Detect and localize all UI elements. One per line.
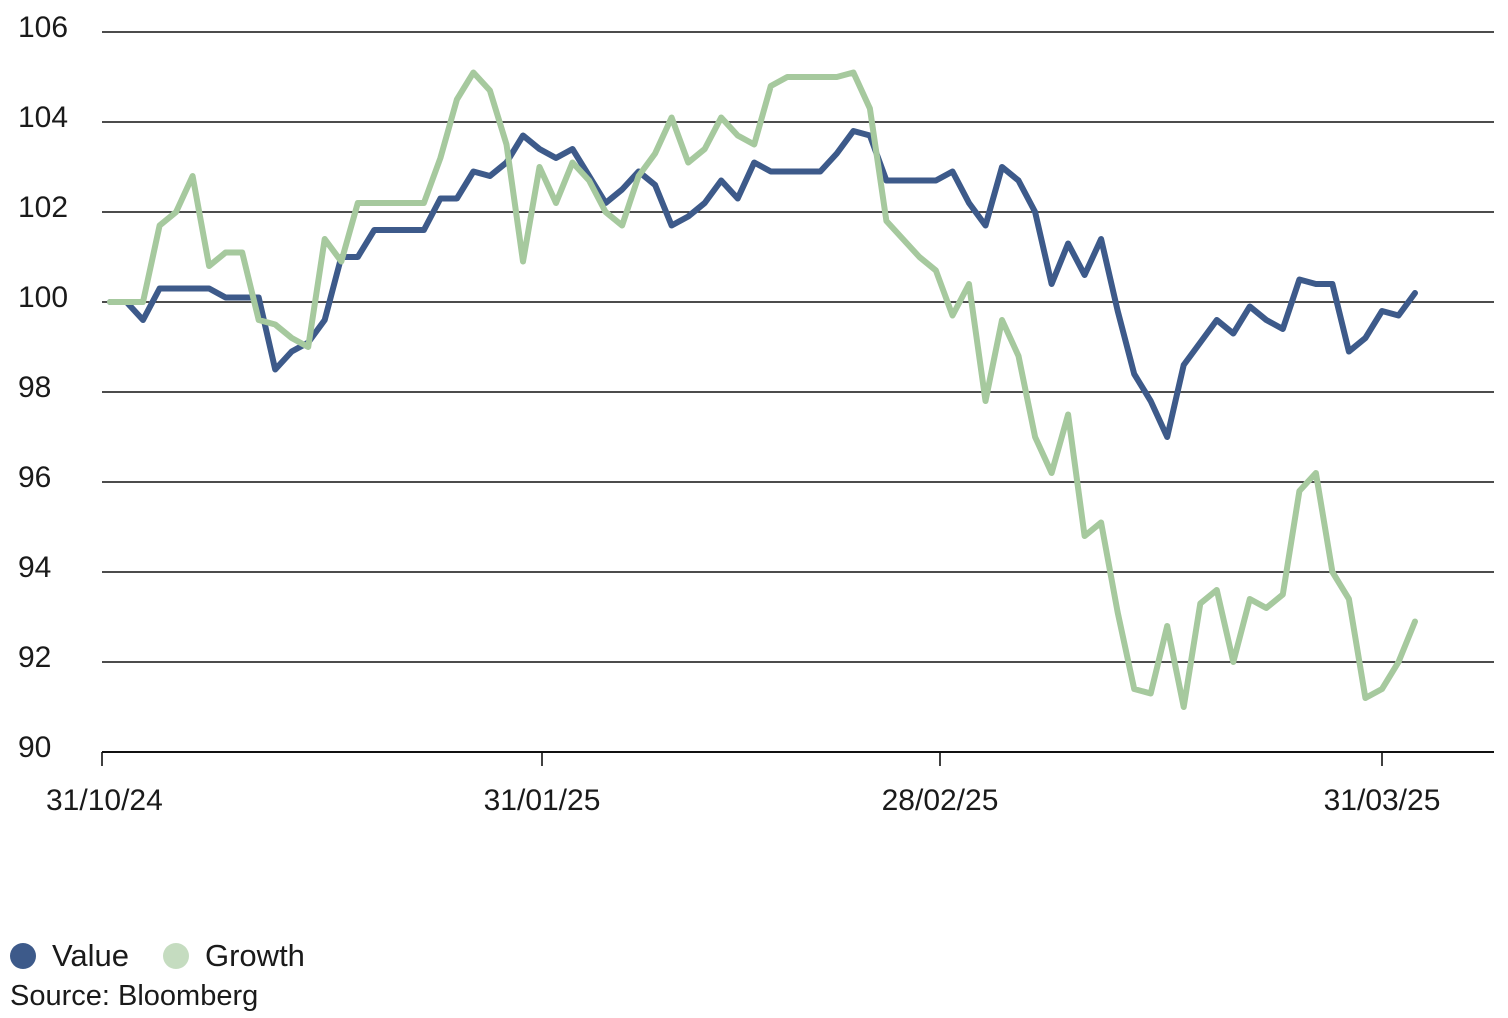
legend-marker-value xyxy=(10,943,36,969)
y-tick-label: 90 xyxy=(18,731,51,764)
x-axis: 31/10/24 31/01/25 28/02/25 31/03/25 xyxy=(46,752,1440,817)
y-tick-label: 100 xyxy=(18,281,68,314)
y-axis-tick-labels: 90 92 94 96 98 100 102 104 106 xyxy=(18,11,68,764)
series-line-value xyxy=(107,128,1418,440)
y-tick-label: 104 xyxy=(18,101,68,134)
gridlines xyxy=(102,31,1494,753)
y-tick-label: 96 xyxy=(18,461,51,494)
legend-item-growth: Growth xyxy=(163,938,305,974)
legend-label-value: Value xyxy=(52,938,129,973)
legend-label-growth: Growth xyxy=(205,938,305,973)
y-tick-label: 106 xyxy=(18,11,68,44)
y-tick-label: 92 xyxy=(18,641,51,674)
x-tick-label: 31/10/24 xyxy=(46,784,163,817)
y-tick-label: 94 xyxy=(18,551,51,584)
legend-marker-growth xyxy=(163,943,189,969)
series-lines xyxy=(107,69,1418,710)
x-tick-label: 31/01/25 xyxy=(484,784,601,817)
legend: Value Growth xyxy=(10,938,339,974)
y-tick-label: 102 xyxy=(18,191,68,224)
x-tick-label: 28/02/25 xyxy=(882,784,999,817)
x-tick-label: 31/03/25 xyxy=(1324,784,1441,817)
y-tick-label: 98 xyxy=(18,371,51,404)
series-line-growth xyxy=(107,69,1418,710)
legend-item-value: Value xyxy=(10,938,129,974)
source-note: Source: Bloomberg xyxy=(10,980,259,1012)
line-chart: 90 92 94 96 98 100 102 104 106 31/10/24 31/01/25 2… xyxy=(18,11,1494,817)
